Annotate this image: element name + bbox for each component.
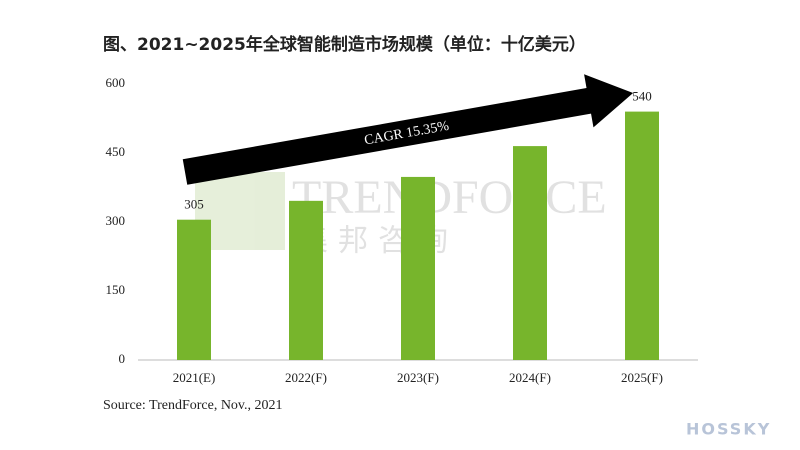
arrow-shape	[182, 74, 634, 185]
value-label: 540	[632, 89, 652, 104]
bar	[625, 111, 659, 360]
bar	[513, 146, 547, 360]
x-tick-label: 2023(F)	[397, 370, 439, 385]
y-tick-label: 450	[106, 144, 126, 159]
x-tick-label: 2022(F)	[285, 370, 327, 385]
bar	[289, 200, 323, 360]
watermark-text: TRENDFORCE	[292, 171, 607, 224]
chart-title: 图、2021~2025年全球智能制造市场规模（单位：十亿美元）	[103, 34, 586, 55]
y-tick-label: 600	[106, 75, 126, 90]
bar	[401, 176, 435, 360]
x-tick-label: 2021(E)	[173, 370, 216, 385]
x-tick-label: 2024(F)	[509, 370, 551, 385]
source: Source: TrendForce, Nov., 2021	[103, 398, 283, 413]
y-tick-label: 0	[119, 351, 126, 366]
x-tick-label: 2025(F)	[621, 370, 663, 385]
bar	[177, 219, 211, 360]
y-tick-label: 150	[106, 282, 126, 297]
y-tick-label: 300	[106, 213, 126, 228]
value-label: 305	[184, 197, 204, 212]
logo: HOSSKY	[686, 420, 771, 439]
